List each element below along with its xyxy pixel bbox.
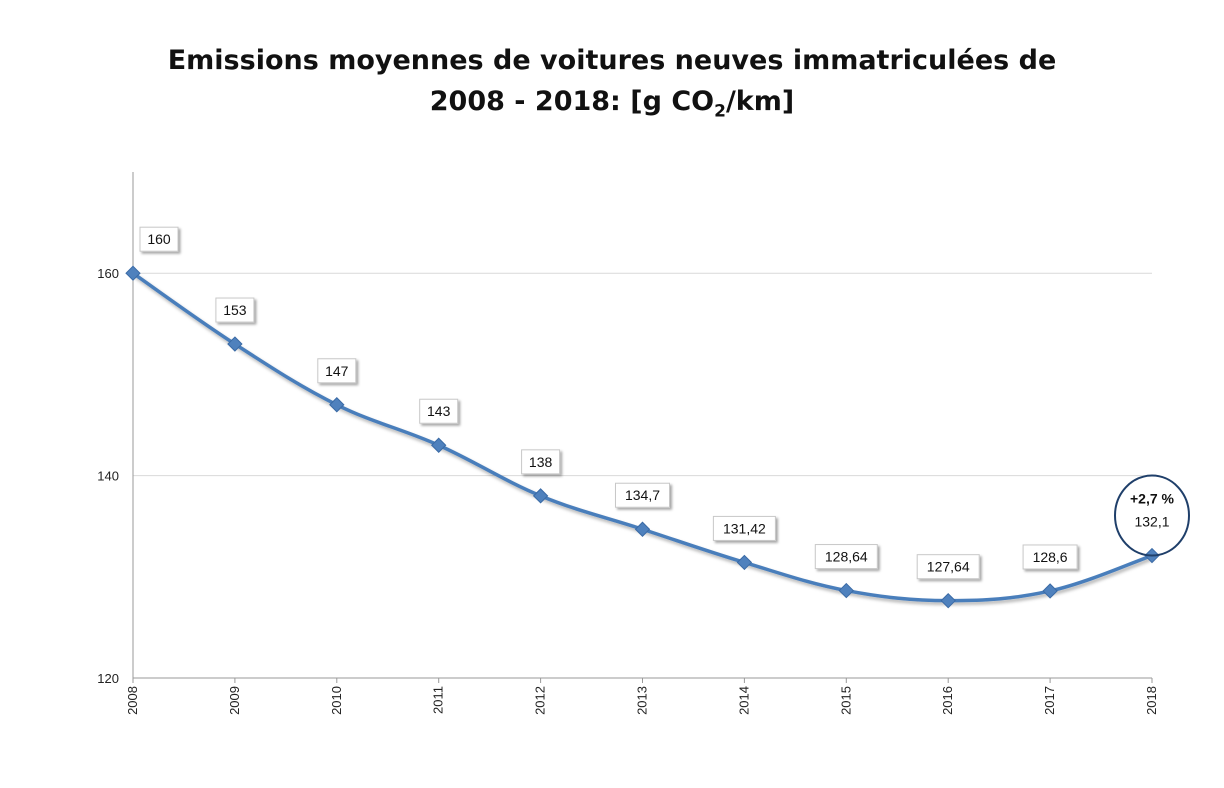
data-label-text: 127,64 <box>927 559 970 575</box>
data-point-2016 <box>940 592 956 609</box>
data-point-2011 <box>430 437 447 453</box>
x-tick-label: 2012 <box>533 686 548 715</box>
axes <box>132 172 1152 679</box>
chart-title-line-2-start: 2008 - 2018: [g CO <box>429 86 715 117</box>
data-point-2015 <box>838 582 855 599</box>
data-label-2013: 134,7 <box>615 482 670 508</box>
data-label-box <box>139 226 179 252</box>
data-label-text: 153 <box>223 302 247 318</box>
data-label-text: 160 <box>147 231 171 247</box>
data-label-text: 132,1 <box>1134 514 1169 530</box>
annotation: +2,7 % <box>1114 474 1190 557</box>
data-label-2016: 127,64 <box>916 554 980 580</box>
chart-title-line-2: 2008 - 2018: [g CO2/km] <box>0 81 1224 122</box>
data-point-2009 <box>227 336 243 352</box>
data-label-2009: 153 <box>215 297 255 323</box>
data-label-2014: 131,42 <box>712 515 776 541</box>
x-tick-label: 2013 <box>635 686 650 715</box>
x-tick-label: 2009 <box>227 686 242 715</box>
y-axis-ticks: 120 140 160 <box>97 266 119 686</box>
x-tick-label: 2008 <box>125 686 140 715</box>
data-label-2018: 132,1 <box>1134 514 1169 530</box>
chart-title-line-1: Emissions moyennes de voitures neuves im… <box>167 45 1057 76</box>
data-point-2017 <box>1042 583 1058 599</box>
data-label-box <box>1022 544 1078 570</box>
data-label-2011: 143 <box>419 398 459 424</box>
data-label-box <box>615 482 670 508</box>
chart-title-subscript: 2 <box>714 101 726 122</box>
x-tick-label: 2018 <box>1144 686 1159 715</box>
series-markers <box>125 265 1160 609</box>
x-tick-label: 2015 <box>838 686 853 715</box>
data-label-text: 128,64 <box>825 549 868 565</box>
data-label-text: 143 <box>427 403 451 419</box>
x-tick-label: 2014 <box>736 686 751 715</box>
data-labels: 160 153 147 143 138 134,7 131,42 128,64 127,64 12… <box>139 226 1170 580</box>
data-label-text: 134,7 <box>625 487 660 503</box>
data-point-2008 <box>125 265 141 281</box>
chart-title-line-2-end: /km] <box>725 86 795 117</box>
data-label-box <box>916 554 980 580</box>
data-label-2010: 147 <box>317 358 357 384</box>
data-label-2015: 128,64 <box>814 544 878 570</box>
series-path <box>132 271 1153 603</box>
data-label-2012: 138 <box>521 449 561 475</box>
y-tick-label: 120 <box>97 671 119 686</box>
data-label-2017: 128,6 <box>1022 544 1078 570</box>
gridlines <box>133 272 1152 477</box>
x-axis-ticks: 2008 2009 2010 2011 2012 2013 2014 2015 2016 2017… <box>125 678 1159 715</box>
data-label-2008: 160 <box>139 226 179 252</box>
data-label-box <box>317 358 357 384</box>
data-point-2013 <box>634 521 651 537</box>
y-tick-label: 140 <box>97 469 119 484</box>
data-label-box <box>419 398 459 424</box>
data-label-box <box>712 515 776 541</box>
data-point-2010 <box>329 397 345 413</box>
data-point-2012 <box>532 488 549 504</box>
x-tick-label: 2017 <box>1042 686 1057 715</box>
data-label-box <box>521 449 561 475</box>
annotation-circle <box>1114 474 1190 557</box>
y-tick-label: 160 <box>97 266 119 281</box>
annotation-text: +2,7 % <box>1130 491 1175 507</box>
data-label-text: 128,6 <box>1033 549 1068 565</box>
x-tick-label: 2010 <box>329 686 344 715</box>
data-label-text: 131,42 <box>723 520 766 536</box>
series-line <box>132 271 1153 603</box>
x-tick-label: 2016 <box>940 686 955 715</box>
data-label-box <box>814 544 878 570</box>
x-tick-label: 2011 <box>431 686 446 714</box>
chart-title: Emissions moyennes de voitures neuves im… <box>0 40 1224 122</box>
data-point-2014 <box>736 554 753 571</box>
data-label-text: 138 <box>529 454 553 470</box>
data-label-text: 147 <box>325 363 349 379</box>
data-label-box <box>215 297 255 323</box>
